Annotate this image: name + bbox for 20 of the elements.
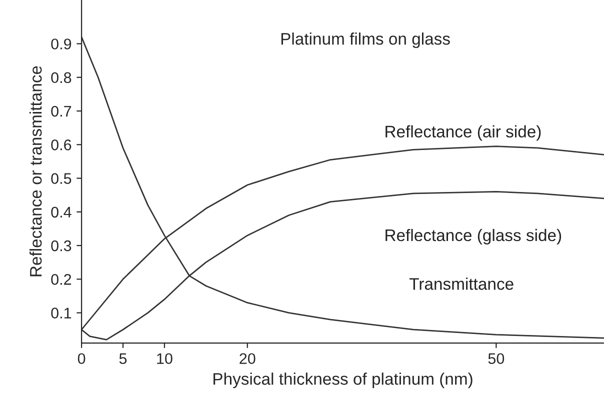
y-tick-label: 0.7: [51, 106, 72, 117]
y-tick-label: 0.5: [51, 173, 72, 184]
text: Transmittance: [409, 278, 514, 290]
y-tick-label: 0.8: [51, 72, 72, 84]
x-tick-label: 50: [488, 353, 504, 364]
y-tick-label: 0.1: [51, 308, 72, 318]
x-tick-label: 0: [78, 353, 86, 364]
series-label: Reflectance (glass side): [386, 228, 562, 244]
x-tick-label: 5: [119, 353, 127, 364]
y-axis-title: Reflectance or transmittance: [29, 66, 42, 276]
y-tick-label: 0.2: [51, 274, 72, 285]
y-tick-label: 0.9: [51, 38, 72, 50]
x-tick-label: 10: [157, 353, 172, 364]
y-tick-label: 0.6: [51, 139, 72, 150]
x-tick-label: 20: [240, 353, 256, 364]
series-label: Reflectance (air side): [386, 125, 541, 141]
y-tick-label: 0.4: [51, 206, 72, 218]
x-axis-title: Physical thickness of platinum (nm): [214, 372, 472, 388]
y-tick-label: 0.3: [51, 240, 72, 252]
text: Platinum films on glass: [281, 32, 450, 48]
